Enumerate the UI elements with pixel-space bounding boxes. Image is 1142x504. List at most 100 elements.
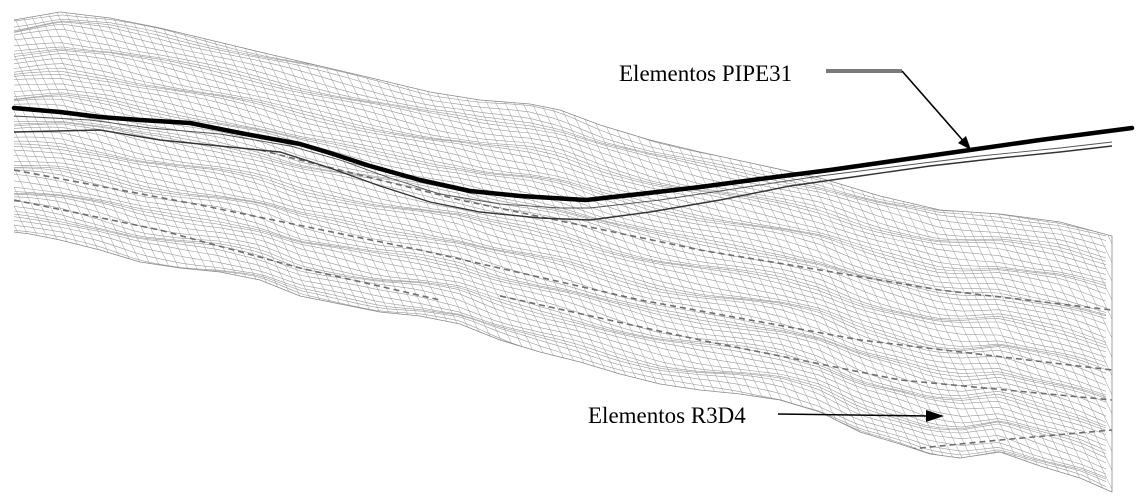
mesh-strip-line: [14, 166, 1107, 409]
mesh-cross-line: [266, 12, 508, 492]
mesh-ridge-line: [499, 295, 1112, 401]
mesh-cross-line: [977, 12, 1112, 492]
mesh-strip-line: [14, 136, 1107, 374]
mesh-cross-line: [1085, 12, 1112, 492]
mesh-cross-line: [32, 12, 274, 492]
mesh-cross-line: [1013, 12, 1112, 492]
pipe-trench-line-2: [13, 115, 1113, 209]
mesh-strip-line: [14, 155, 1107, 397]
mesh-strip-line: [14, 146, 1107, 392]
mesh-strip-line: [14, 42, 1107, 265]
mesh-boundary: [13, 11, 1113, 493]
mesh-cross-line: [995, 12, 1112, 492]
mesh-strip-line: [14, 161, 1107, 399]
mesh-cross-line: [338, 12, 580, 492]
mesh-cross-line: [14, 12, 247, 492]
mesh-cross-line: [14, 12, 256, 492]
mesh-strip-line: [14, 20, 1107, 241]
r3d4-label-arrowhead: [926, 410, 944, 422]
mesh-strip-line: [14, 213, 1107, 470]
mesh-cross-line: [0, 0, 3, 504]
mesh-cross-line: [383, 12, 625, 492]
mesh-cross-line: [410, 12, 652, 492]
mesh-ridge-line: [879, 429, 1112, 453]
mesh-cross-line: [806, 12, 1048, 492]
mesh-strip-line: [14, 46, 1107, 270]
mesh-cross-line: [959, 12, 1112, 492]
mesh-cross-line: [149, 12, 391, 492]
mesh-strip-line: [14, 220, 1107, 478]
mesh-ridge-line: [259, 149, 1112, 311]
mesh-cross-line: [68, 12, 310, 492]
mesh-cross-line: [14, 12, 22, 492]
mesh-strip-line: [14, 35, 1107, 262]
mesh-cross-line: [950, 12, 1112, 492]
mesh-cross-line: [77, 12, 319, 492]
mesh-cross-line: [194, 12, 436, 492]
mesh-strip-line: [14, 92, 1107, 319]
mesh-cross-line: [140, 12, 382, 492]
mesh-ridge-line: [14, 199, 441, 301]
mesh-cross-line: [131, 12, 373, 492]
mesh-cross-line: [257, 12, 499, 492]
mesh-strip-line: [14, 194, 1107, 447]
mesh-strip-line: [14, 131, 1107, 370]
mesh-strip-line: [14, 94, 1107, 325]
mesh-cross-line: [1067, 12, 1112, 492]
mesh-cross-line: [878, 12, 1112, 492]
pipe-trench-line: [13, 129, 1113, 221]
mesh-cross-line: [770, 12, 1012, 492]
mesh-strip-line: [14, 98, 1107, 339]
mesh-strip-line: [14, 126, 1107, 367]
pipe31-elements-line: [11, 105, 1135, 203]
mesh-cross-line: [14, 12, 94, 492]
mesh-strip-line: [14, 57, 1107, 286]
mesh-strip-line: [14, 233, 1107, 487]
mesh-strip-line: [14, 174, 1107, 427]
mesh-strip-line: [14, 95, 1107, 332]
r3d4-label-leader-line: [777, 413, 929, 417]
mesh-cross-line: [824, 12, 1066, 492]
mesh-strip-line: [14, 200, 1107, 455]
mesh-cross-line: [59, 12, 301, 492]
mesh-cross-line: [1022, 12, 1112, 492]
mesh-strip-line: [14, 191, 1107, 435]
mesh-strip-line: [14, 225, 1107, 480]
mesh-strip-line: [14, 63, 1107, 290]
mesh-strip-line: [14, 48, 1107, 275]
mesh-cross-line: [284, 12, 526, 492]
mesh-strip-line: [14, 109, 1107, 346]
mesh-cross-line: [293, 12, 535, 492]
mesh-cross-line: [86, 12, 328, 492]
mesh-cross-line: [1103, 12, 1112, 492]
mesh-strip-line: [14, 78, 1107, 313]
mesh-cross-line: [329, 12, 571, 492]
mesh-cross-line: [779, 12, 1021, 492]
mesh-cross-line: [0, 0, 12, 504]
mesh-cross-line: [14, 12, 238, 492]
mesh-strip-line: [14, 23, 1107, 254]
mesh-strip-line: [14, 164, 1107, 403]
mesh-cross-line: [797, 12, 1039, 492]
mesh-strip-line: [14, 21, 1107, 248]
mesh-strip-line: [14, 67, 1107, 295]
mesh-cross-line: [887, 12, 1112, 492]
mesh-strip-line: [14, 216, 1107, 475]
mesh-cross-line: [788, 12, 1030, 492]
mesh-cross-line: [185, 12, 427, 492]
mesh-cross-line: [14, 12, 58, 492]
mesh-strip-line: [14, 18, 1107, 237]
mesh-cross-line: [212, 12, 454, 492]
pipe-label-arrowhead: [958, 136, 971, 150]
mesh-strip-line: [14, 71, 1107, 302]
mesh-cross-line: [968, 12, 1112, 492]
mesh-ridge-line: [14, 169, 1112, 371]
mesh-cross-line: [104, 12, 346, 492]
mesh-strip-line: [14, 167, 1107, 417]
mesh-strip-line: [14, 103, 1107, 343]
mesh-cross-line: [14, 12, 76, 492]
mesh-cross-line: [14, 12, 112, 492]
r3d4-elements-label: Elementos R3D4: [588, 403, 746, 428]
mesh-strip-line: [14, 74, 1107, 309]
